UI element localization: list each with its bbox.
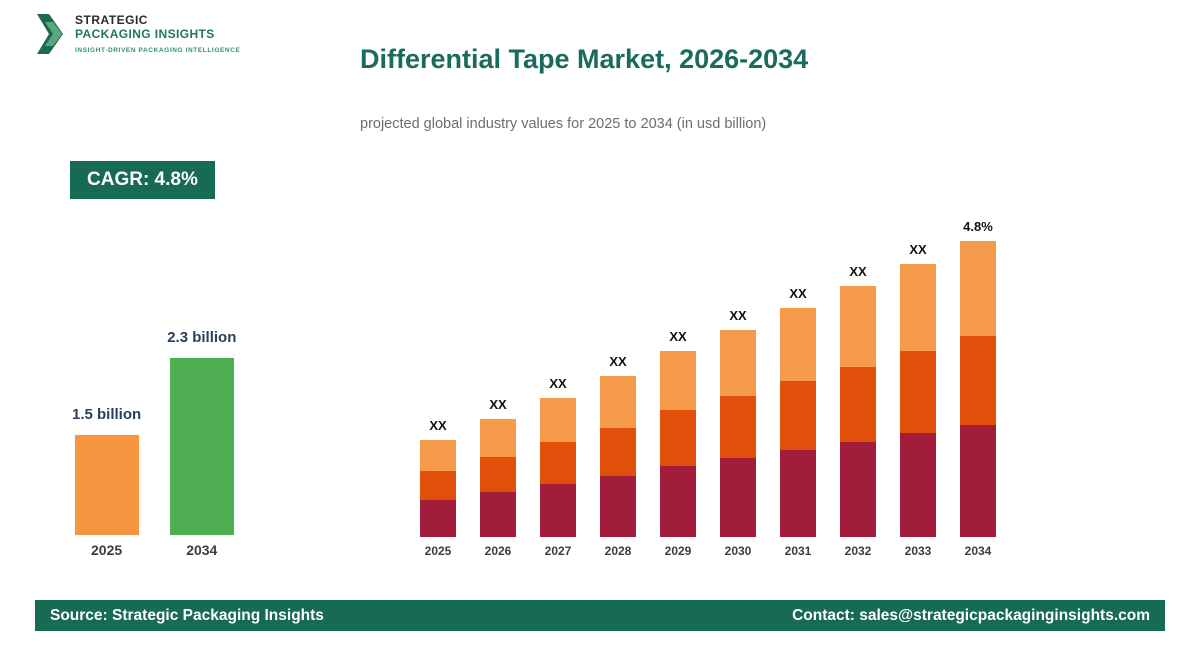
top-segment	[840, 286, 876, 367]
stacked-bar-group-2033: XX 2033	[900, 242, 936, 558]
top-segment	[600, 376, 636, 428]
bar-value-label: XX	[489, 397, 507, 412]
logo-text: STRATEGIC PACKAGING INSIGHTS INSIGHT-DRI…	[75, 12, 240, 54]
bottom-segment	[780, 450, 816, 537]
bottom-segment	[960, 425, 996, 537]
top-segment	[780, 308, 816, 381]
bottom-segment	[420, 500, 456, 537]
summary-chart: 1.5 billion 2025 2.3 billion 2034	[72, 329, 236, 558]
stacked-bar-group-2026: XX 2026	[480, 397, 516, 558]
top-segment	[960, 241, 996, 336]
middle-segment	[780, 381, 816, 450]
stacked-bar-group-2027: XX 2027	[540, 376, 576, 558]
year-label: 2025	[424, 544, 452, 558]
bar-value-label: XX	[549, 376, 567, 391]
middle-segment	[480, 457, 516, 492]
summary-bar	[74, 435, 139, 535]
middle-segment	[840, 367, 876, 442]
middle-segment	[960, 336, 996, 425]
logo-name-line1: STRATEGIC	[75, 13, 148, 27]
bottom-segment	[540, 484, 576, 537]
company-logo: STRATEGIC PACKAGING INSIGHTS INSIGHT-DRI…	[36, 12, 240, 61]
stacked-bar-group-2030: XX 2030	[720, 308, 756, 558]
stacked-bar-group-2034: 4.8% 2034	[960, 219, 996, 558]
stacked-bar-group-2028: XX 2028	[600, 354, 636, 558]
top-segment	[540, 398, 576, 442]
bottom-segment	[720, 458, 756, 537]
top-segment	[660, 351, 696, 410]
bottom-segment	[600, 476, 636, 537]
bar-value-label: XX	[909, 242, 927, 257]
summary-bar-group-2025: 1.5 billion 2025	[72, 406, 141, 558]
year-label: 2033	[904, 544, 932, 558]
bar-value-label: XX	[609, 354, 627, 369]
top-segment	[480, 419, 516, 457]
cagr-badge: CAGR: 4.8%	[70, 161, 215, 199]
bar-value-label: XX	[669, 329, 687, 344]
footer-source: Source: Strategic Packaging Insights	[50, 606, 324, 624]
summary-value-label: 2.3 billion	[167, 329, 237, 346]
footer-bar: Source: Strategic Packaging Insights Con…	[35, 600, 1165, 631]
summary-year-label: 2025	[91, 542, 123, 558]
middle-segment	[420, 471, 456, 500]
stacked-bar-group-2031: XX 2031	[780, 286, 816, 558]
logo-name-line2: PACKAGING INSIGHTS	[75, 26, 215, 41]
bar-value-label: XX	[429, 418, 447, 433]
year-label: 2031	[784, 544, 812, 558]
bottom-segment	[660, 466, 696, 537]
footer-contact: Contact: sales@strategicpackaginginsight…	[792, 606, 1150, 624]
year-label: 2029	[664, 544, 692, 558]
year-label: 2032	[844, 544, 872, 558]
page-title: Differential Tape Market, 2026-2034	[360, 44, 809, 74]
logo-tagline: INSIGHT-DRIVEN PACKAGING INTELLIGENCE	[75, 46, 241, 54]
middle-segment	[660, 410, 696, 466]
bottom-segment	[840, 442, 876, 537]
year-label: 2026	[484, 544, 512, 558]
projection-chart: XX 2025 XX 2026 XX 2027 XX 2028 XX 2029 XX 2030 XX 20…	[420, 219, 996, 558]
summary-year-label: 2034	[186, 542, 218, 558]
year-label: 2028	[604, 544, 632, 558]
bar-value-label: 4.8%	[963, 219, 993, 234]
stacked-bar-group-2032: XX 2032	[840, 264, 876, 558]
top-segment	[720, 330, 756, 396]
bar-value-label: XX	[729, 308, 747, 323]
bottom-segment	[900, 433, 936, 537]
middle-segment	[720, 396, 756, 458]
year-label: 2034	[964, 544, 992, 558]
middle-segment	[600, 428, 636, 476]
year-label: 2030	[724, 544, 752, 558]
bar-value-label: XX	[789, 286, 807, 301]
top-segment	[420, 440, 456, 471]
year-label: 2027	[544, 544, 572, 558]
summary-value-label: 1.5 billion	[72, 406, 142, 423]
top-segment	[900, 264, 936, 351]
summary-bar	[169, 358, 234, 535]
middle-segment	[900, 351, 936, 433]
middle-segment	[540, 442, 576, 484]
bar-value-label: XX	[849, 264, 867, 279]
summary-bar-group-2034: 2.3 billion 2034	[167, 329, 236, 558]
stacked-bar-group-2029: XX 2029	[660, 329, 696, 558]
stacked-bar-group-2025: XX 2025	[420, 418, 456, 558]
logo-chevron-icon	[36, 12, 66, 61]
page-subtitle: projected global industry values for 202…	[360, 116, 767, 132]
bottom-segment	[480, 492, 516, 537]
